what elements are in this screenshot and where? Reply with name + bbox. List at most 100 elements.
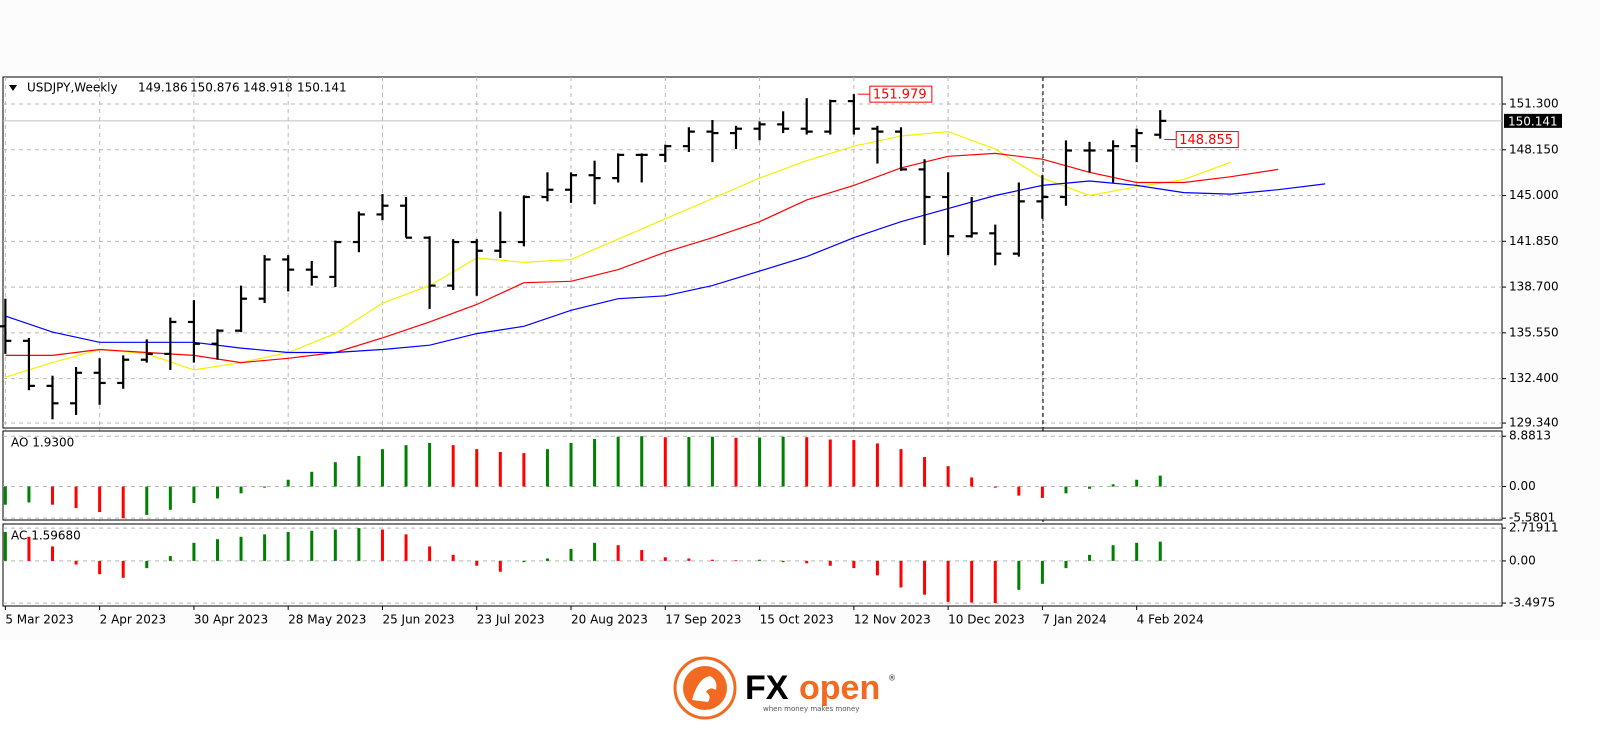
indicator-bar	[239, 486, 243, 494]
indicator-bar	[805, 437, 809, 487]
indicator-bar	[357, 528, 361, 561]
indicator-bar	[451, 554, 455, 561]
indicator-bar	[27, 486, 31, 503]
indicator-bar	[380, 529, 384, 561]
indicator-bar	[545, 449, 549, 487]
indicator-bar	[192, 486, 196, 503]
x-tick-label: 28 May 2023	[288, 613, 366, 627]
x-tick-label: 4 Feb 2024	[1137, 613, 1204, 627]
indicator-bar	[1088, 486, 1092, 489]
indicator-bar	[168, 486, 172, 510]
y-tick-label: 132.400	[1509, 371, 1559, 385]
indicator-bar	[993, 486, 997, 488]
y-tick-label: 138.700	[1509, 280, 1559, 294]
indicator-title: AO 1.9300	[11, 436, 74, 450]
indicator-bar	[1158, 541, 1162, 561]
indicator-bar	[475, 560, 479, 566]
indicator-bar	[970, 560, 974, 603]
indicator-bar	[569, 442, 573, 487]
indicator-bar	[3, 531, 7, 561]
indicator-bar	[333, 529, 337, 561]
indicator-bar	[1040, 560, 1044, 584]
indicator-bar	[1111, 545, 1115, 561]
y-tick-label: 148.150	[1509, 142, 1559, 156]
indicator-bar	[758, 559, 762, 561]
indicator-bar	[616, 545, 620, 561]
indicator-bar	[145, 560, 149, 569]
indicator-bar	[899, 560, 903, 588]
price-label: 151.979	[873, 88, 927, 103]
indicator-bar	[98, 486, 102, 513]
y-tick-label: 151.300	[1509, 97, 1559, 111]
x-tick-label: 5 Mar 2023	[5, 613, 73, 627]
indicator-bar	[734, 437, 738, 487]
indicator-bar	[710, 436, 714, 487]
logo-registered: ®	[888, 674, 896, 683]
indicator-bar	[828, 439, 832, 487]
indicator-bar	[1017, 486, 1021, 496]
indicator-bar	[121, 486, 125, 519]
indicator-bar	[687, 436, 691, 487]
indicator-bar	[357, 455, 361, 487]
x-tick-label: 25 Jun 2023	[382, 613, 454, 627]
menu-triangle	[9, 85, 17, 91]
x-tick-label: 7 Jan 2024	[1042, 613, 1106, 627]
indicator-bar	[498, 451, 502, 487]
indicator-bar	[593, 542, 597, 561]
indicator-bar	[380, 449, 384, 487]
indicator-bar	[522, 560, 526, 563]
indicator-bar	[286, 531, 290, 561]
y-tick-label: 2.71911	[1509, 521, 1559, 535]
indicator-bar	[545, 558, 549, 561]
indicator-bar	[27, 536, 31, 561]
price-label-box	[869, 85, 933, 103]
panel-frame	[2, 523, 1503, 607]
panel-frame	[2, 76, 1503, 429]
header-open: 149.186	[138, 81, 188, 95]
x-tick-label: 30 Apr 2023	[194, 613, 268, 627]
x-tick-label: 2 Apr 2023	[100, 613, 167, 627]
indicator-bar	[663, 557, 667, 561]
y-tick-label: 135.550	[1509, 325, 1559, 339]
indicator-bar	[781, 560, 785, 563]
indicator-bar	[74, 486, 78, 509]
chart-layer: 151.300 148.150 145.000 141.850 138.700 135.5…	[0, 76, 1562, 627]
indicator-bar	[875, 443, 879, 487]
indicator-bar	[310, 471, 314, 487]
indicator-bar	[239, 536, 243, 561]
y-tick-label: 145.000	[1509, 188, 1559, 202]
logo-tagline: when money makes money	[763, 705, 859, 713]
indicator-bar	[923, 457, 927, 487]
indicator-title: AC 1.59680	[11, 529, 81, 543]
indicator-bar	[1135, 479, 1139, 487]
x-tick-label: 10 Dec 2023	[948, 613, 1025, 627]
indicator-bar	[404, 534, 408, 561]
indicator-bar	[310, 530, 314, 561]
indicator-bar	[428, 546, 432, 561]
indicator-bar	[640, 436, 644, 487]
current-price-box	[1504, 113, 1562, 128]
indicator-bar	[1040, 486, 1044, 498]
indicator-bar	[74, 560, 78, 565]
indicator-bar	[828, 560, 832, 566]
y-tick-label: -5.5801	[1509, 511, 1555, 525]
indicator-bar	[663, 437, 667, 487]
indicator-bar	[805, 560, 809, 564]
price-label-box	[1175, 131, 1239, 149]
indicator-bar	[852, 560, 856, 569]
indicator-bar	[923, 560, 927, 595]
indicator-bar	[970, 477, 974, 487]
indicator-bar	[498, 560, 502, 572]
indicator-bar	[1111, 484, 1115, 487]
y-tick-label: 0.00	[1509, 479, 1536, 493]
indicator-bar	[993, 560, 997, 604]
indicator-bar	[946, 560, 950, 602]
header-low: 148.918	[243, 81, 293, 95]
price-label: 148.855	[1179, 133, 1233, 148]
indicator-bar	[3, 486, 7, 505]
indicator-bar	[475, 449, 479, 487]
indicator-bar	[569, 548, 573, 561]
x-tick-label: 12 Nov 2023	[854, 613, 931, 627]
indicator-bar	[852, 440, 856, 487]
indicator-bar	[98, 560, 102, 575]
